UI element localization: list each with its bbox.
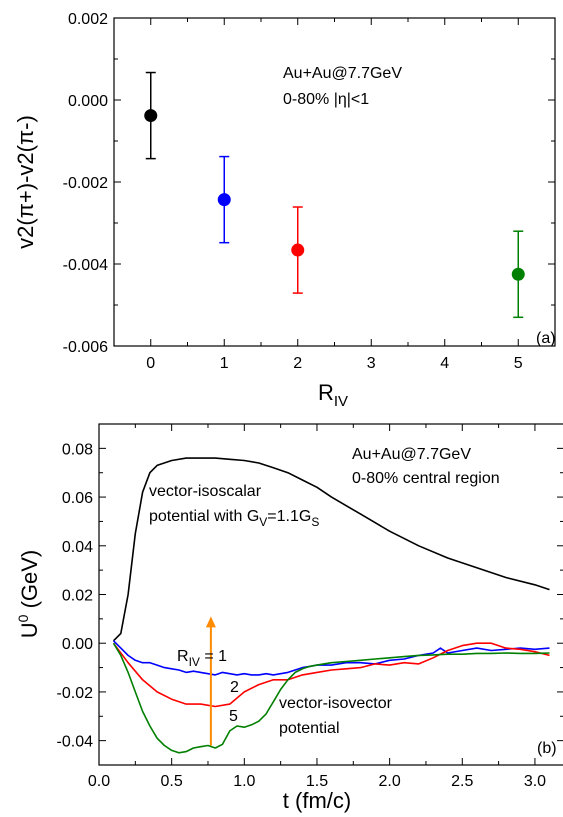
panel-b-annotation-2: 0-80% central region [352,470,500,487]
panel-a-xlabel: RIV [318,380,348,410]
b-ytick-label: -0.02 [57,685,94,702]
isoscalar-label-line1: vector-isoscalar [149,483,262,500]
orange-arrow-head [205,616,216,628]
panel-b-label: (b) [537,740,557,757]
a-xtick-label: 2 [293,355,302,372]
a-data-point [217,193,231,207]
a-data-point [291,243,305,257]
b-xtick-label: 1.0 [233,773,255,790]
panel-b-xlabel: t (fm/c) [283,788,351,813]
b-xtick-label: 3.0 [524,773,546,790]
curve-scalar [112,457,550,642]
curve-riv2 [112,642,550,708]
panel-b-ylabel: U0 (GeV) [15,550,42,638]
curve-label-2: 2 [230,679,239,696]
curve-riv1 [112,640,550,676]
a-xtick-label: 0 [146,355,155,372]
a-ytick-label: 0.002 [68,11,108,28]
panel-b: 0.0 0.5 1.0 1.5 2.0 2.5 3.0 -0.04 -0.02 0.00 0.02 0… [15,423,563,813]
a-xtick-label: 1 [220,355,229,372]
b-ytick-label: 0.04 [62,539,93,556]
b-xtick-label: 0.5 [161,773,183,790]
isovector-label-line2: potential [279,720,340,737]
b-ytick-label: 0.08 [62,441,93,458]
b-ytick-label: 0.06 [62,490,93,507]
b-xtick-label: 2.0 [379,773,401,790]
isoscalar-label-line2: potential with GV=1.1GS [149,508,319,529]
a-xtick-label: 4 [440,355,449,372]
a-ytick-label: 0.000 [68,93,108,110]
panel-a-annotation-1: Au+Au@7.7GeV [283,65,402,82]
b-xtick-label: 1.5 [306,773,328,790]
b-ytick-label: 0.02 [62,588,93,605]
a-ytick-label: -0.002 [63,175,108,192]
b-ytick-label: 0.00 [62,636,93,653]
a-data-point [144,109,158,123]
b-ytick-label: -0.04 [57,734,94,751]
b-xtick-label: 0.0 [88,773,110,790]
panel-a: 0 1 2 3 4 5 -0.006 -0.004 -0.002 0.000 0.002 Au+Au… [13,11,556,410]
curve-riv5 [112,642,550,754]
panel-a-annotation-2: 0-80% |η|<1 [283,91,369,108]
a-ytick-label: -0.006 [63,339,108,356]
riv-label: RIV = 1 [177,648,227,669]
a-xtick-label: 5 [514,355,523,372]
isovector-label-line1: vector-isovector [279,695,393,712]
curve-label-5: 5 [229,708,238,725]
panel-b-annotation-1: Au+Au@7.7GeV [352,446,471,463]
panel-a-label: (a) [536,330,556,347]
a-xtick-label: 3 [367,355,376,372]
a-data-point [511,267,525,281]
panel-a-ylabel: v2(π+)-v2(π-) [13,115,38,249]
b-xtick-label: 2.5 [451,773,473,790]
a-ytick-label: -0.004 [63,257,108,274]
